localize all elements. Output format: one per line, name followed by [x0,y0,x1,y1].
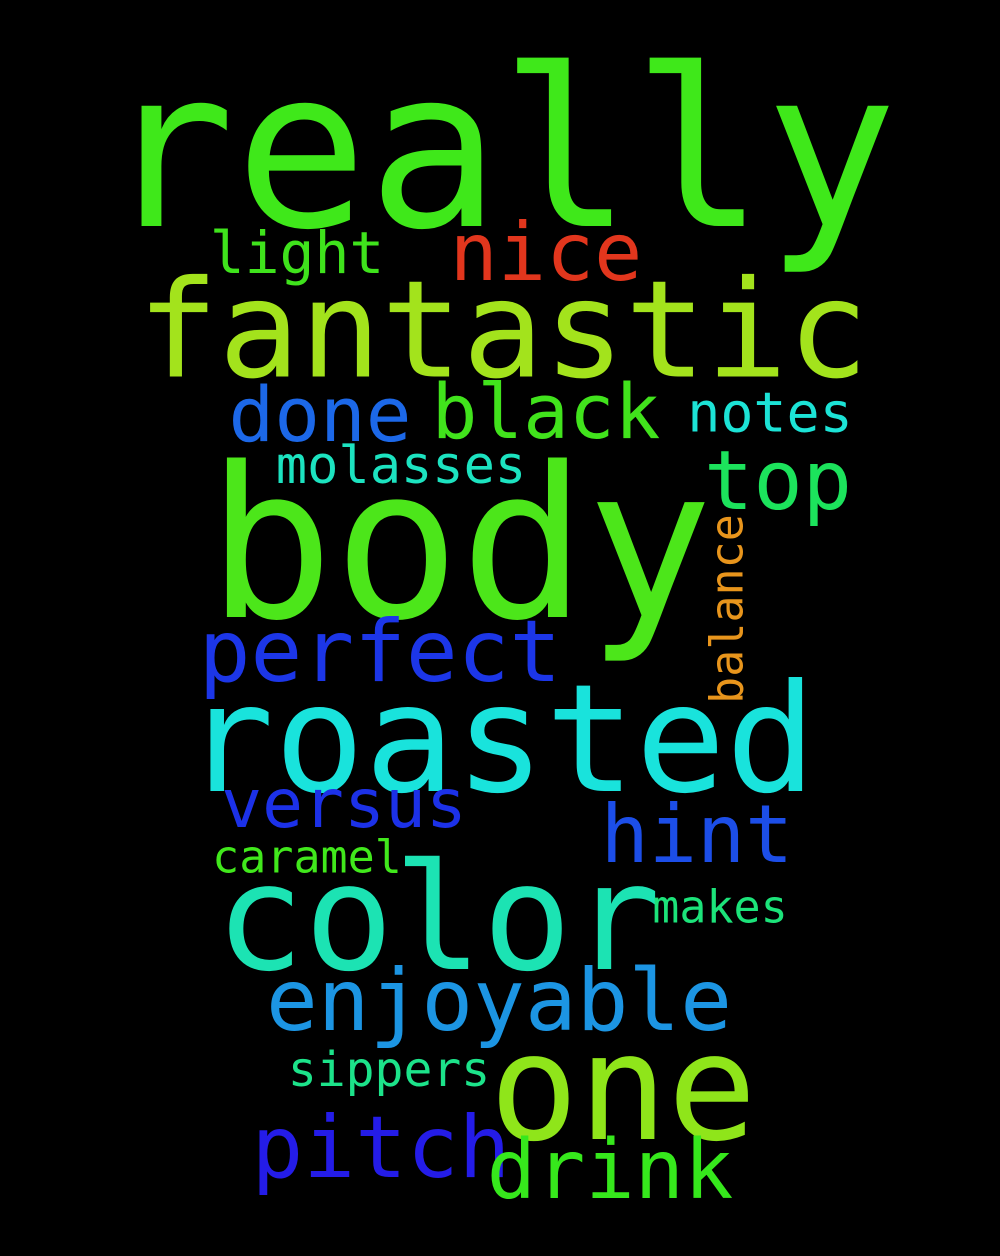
word-black: black [431,367,661,456]
word-caramel: caramel [212,830,402,884]
word-body: body [207,422,713,667]
word-versus: versus [221,765,467,844]
word-top: top [703,434,853,529]
word-balance: balance [700,514,754,704]
word-nice: nice [449,206,643,299]
word-fantastic: fantastic [137,251,869,409]
word-done: done [228,370,412,459]
word-perfect: perfect [198,602,562,702]
word-hint: hint [600,788,794,881]
word-pitch: pitch [251,1098,511,1198]
word-molasses: molasses [275,436,527,496]
word-enjoyable: enjoyable [266,951,732,1051]
word-color: color [215,832,661,1004]
word-roasted: roasted [183,653,817,827]
word-really: really [102,22,898,278]
word-notes: notes [687,380,853,445]
word-one: one [489,1002,757,1174]
word-makes: makes [652,880,788,934]
word-light: light [209,219,385,287]
word-drink: drink [486,1123,734,1218]
word-sippers: sippers [287,1042,491,1098]
